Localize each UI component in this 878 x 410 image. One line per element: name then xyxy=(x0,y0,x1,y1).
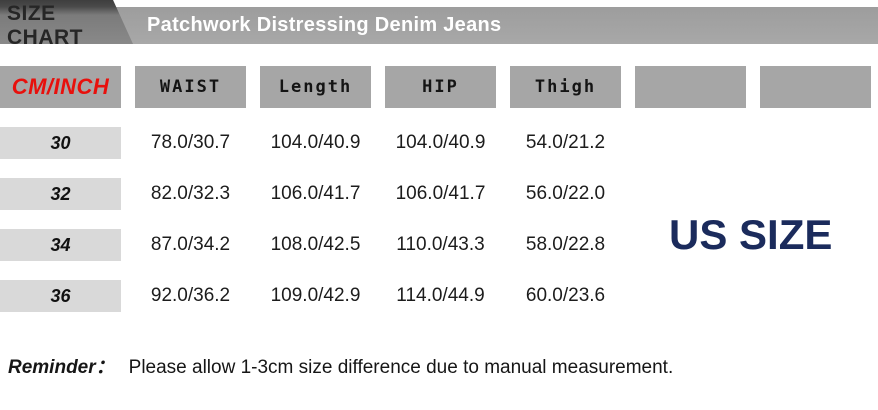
size-value-cell: 108.0/42.5 xyxy=(270,234,361,255)
empty-cell xyxy=(760,178,871,210)
empty-cell xyxy=(760,127,871,159)
product-title: Patchwork Distressing Denim Jeans xyxy=(147,14,502,36)
column-header-hip: HIP xyxy=(385,66,496,108)
column-header-thigh: Thigh xyxy=(510,66,621,108)
size-value-cell: 58.0/22.8 xyxy=(525,234,606,255)
size-value-cell: 54.0/21.2 xyxy=(525,132,606,153)
size-chart-badge-label: SIZE CHART xyxy=(7,2,83,49)
size-row-label: 34 xyxy=(0,229,121,261)
header-bar-background xyxy=(0,7,878,44)
size-value-cell: 78.0/30.7 xyxy=(150,132,231,153)
size-value-cell: 106.0/41.7 xyxy=(395,183,486,204)
empty-cell xyxy=(635,127,746,159)
reminder-note: Reminder： Please allow 1-3cm size differe… xyxy=(8,352,673,379)
column-header-empty xyxy=(760,66,871,108)
size-row-label: 30 xyxy=(0,127,121,159)
empty-cell xyxy=(635,178,746,210)
header-bar: SIZE CHART Patchwork Distressing Denim J… xyxy=(0,0,878,44)
reminder-label: Reminder： xyxy=(8,357,115,378)
empty-cell xyxy=(760,280,871,312)
column-header-waist: WAIST xyxy=(135,66,246,108)
size-value-cell: 87.0/34.2 xyxy=(150,234,231,255)
reminder-text: Please allow 1-3cm size difference due t… xyxy=(128,357,674,378)
size-value-cell: 106.0/41.7 xyxy=(270,183,361,204)
size-value-cell: 110.0/43.3 xyxy=(396,234,485,255)
column-header-empty xyxy=(635,66,746,108)
size-value-cell: 104.0/40.9 xyxy=(270,132,361,153)
us-size-label: US SIZE xyxy=(669,211,833,258)
column-header-cm-inch: CM/INCH xyxy=(0,66,121,108)
size-table: CM/INCH WAIST Length HIP Thigh 30 78.0/3… xyxy=(0,66,871,312)
size-chart-badge: SIZE CHART xyxy=(0,0,133,44)
size-value-cell: 56.0/22.0 xyxy=(525,183,606,204)
size-value-cell: 104.0/40.9 xyxy=(395,132,486,153)
size-value-cell: 114.0/44.9 xyxy=(396,285,485,306)
empty-cell xyxy=(635,280,746,312)
size-value-cell: 109.0/42.9 xyxy=(270,285,361,306)
size-value-cell: 60.0/23.6 xyxy=(525,285,606,306)
size-value-cell: 92.0/36.2 xyxy=(150,285,231,306)
size-row-label: 32 xyxy=(0,178,121,210)
size-value-cell: 82.0/32.3 xyxy=(150,183,231,204)
size-row-label: 36 xyxy=(0,280,121,312)
column-header-length: Length xyxy=(260,66,371,108)
